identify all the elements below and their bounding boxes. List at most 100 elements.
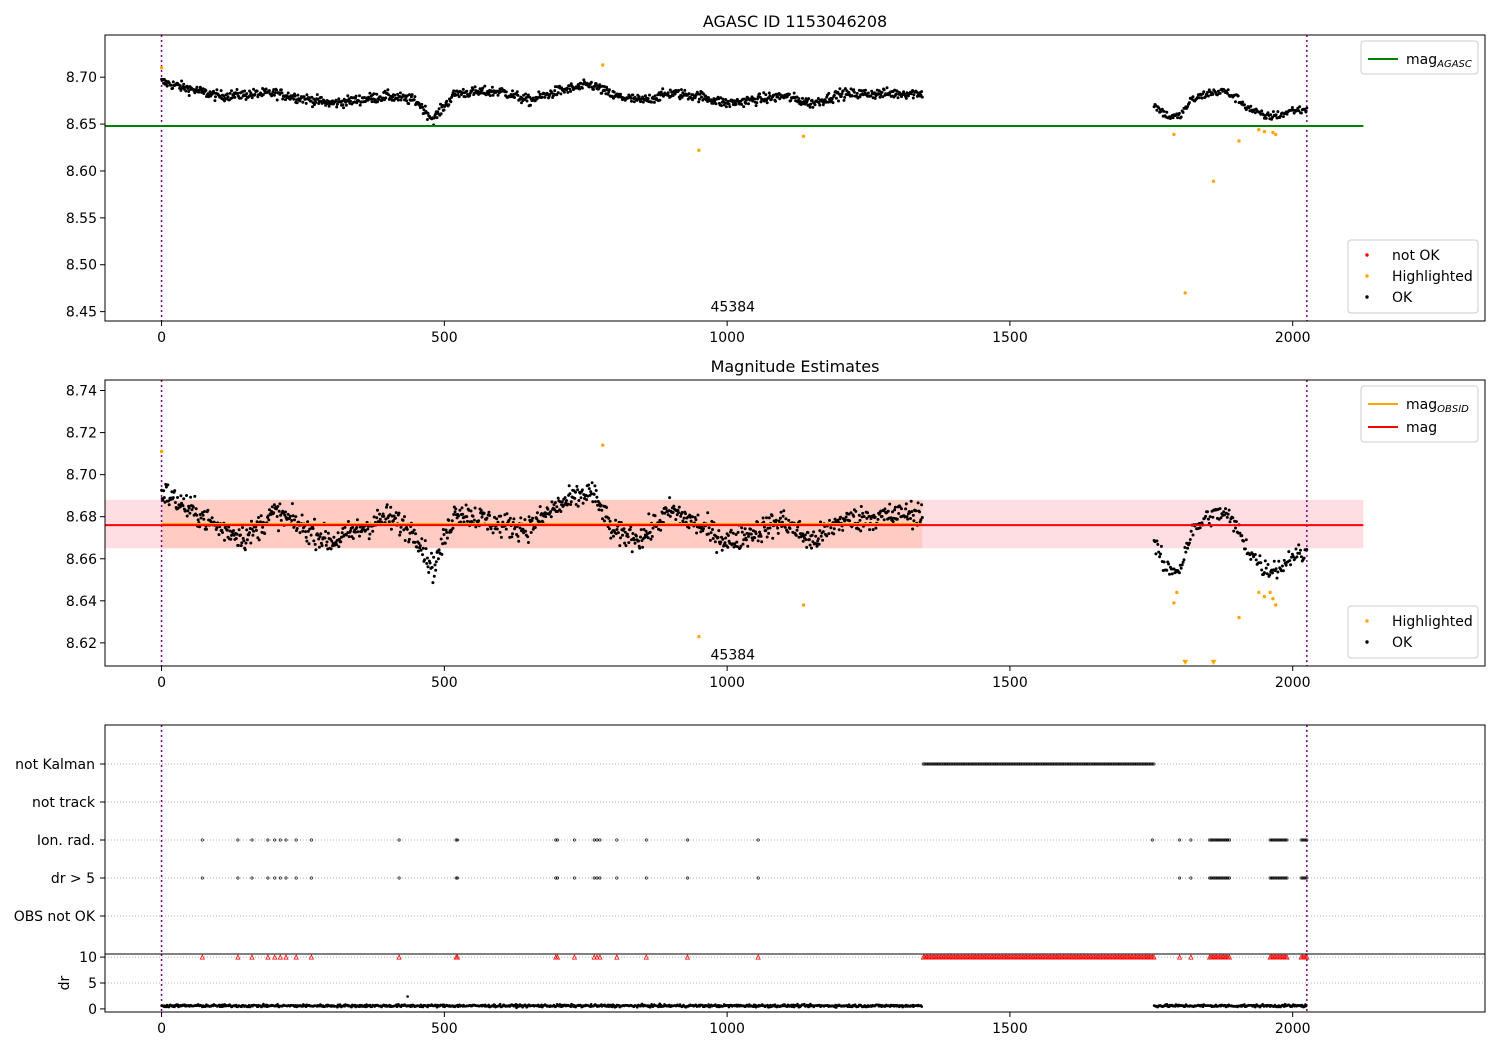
magest-point-ok [461,512,465,516]
magest-point-ok [526,535,530,539]
magest-point-ok [290,519,294,522]
flag-point [955,762,959,766]
agasc-point-ok [313,103,316,107]
magest-point-ok [1179,566,1183,570]
magest-point-ok [859,529,863,533]
magest-point-ok [1155,539,1159,543]
magest-point-ok [765,516,768,520]
magest-point-ok [628,528,632,531]
magest-point-ok [223,538,226,542]
magest-point-ok [595,495,599,499]
agasc-point-ok [412,98,416,102]
agasc-point-ok [747,102,750,106]
flag-point [1275,838,1279,842]
flag-point [555,876,559,880]
magest-point-ok [279,518,283,522]
flag-point [278,838,282,842]
magest-point-ok [587,487,591,491]
flag-point [1134,762,1138,766]
magest-point-ok [527,515,531,519]
flag-point [1085,762,1089,766]
magest-point-ok [405,527,409,531]
agasc-point-ok [250,96,254,100]
magest-point-ok [862,515,866,518]
magest-point-ok [876,517,880,521]
flag-point [1105,762,1109,766]
agasc-point-ok [450,95,454,99]
agasc-point-ok [677,88,681,92]
magest-point-ok [818,529,822,533]
magest-point-ok [313,542,317,546]
magest-point-ok [434,560,438,564]
agasc-point-ok [465,89,469,93]
flag-point [924,762,928,766]
magest-point-ok [1206,517,1210,521]
magest-ytick-label: 8.68 [66,510,97,526]
flag-point [1299,838,1303,842]
flag-point [1026,762,1030,766]
flag-point [555,838,559,842]
agasc-point-ok [915,90,919,94]
magest-xtick-label: 2000 [1275,675,1311,691]
panel-agasc-axes: 0 500 1000 1500 2000 8.45 8.50 8.55 8.60 8.65 8.70 [66,70,1311,346]
magest-point-ok [679,514,683,518]
agasc-point-ok [641,95,645,99]
magest-point-ok [416,549,420,553]
magest-point-ok [452,513,456,516]
legend-frame [1360,40,1479,75]
magest-point-ok [486,527,490,531]
magest-point-ok [776,531,780,535]
magest-point-ok [375,516,379,520]
flag-point [1032,762,1036,766]
flag-point [1023,762,1027,766]
magest-point-ok [266,514,270,518]
magest-point-ok [741,542,745,546]
flag-point [1143,762,1147,766]
agasc-point-ok [693,96,697,100]
magest-point-ok [343,525,347,529]
agasc-point-ok [714,102,718,106]
magest-point-ok [781,514,785,518]
magest-point-ok [301,529,305,533]
flag-point [1223,876,1227,880]
flag-point [1126,762,1130,766]
magest-point-ok [277,509,281,513]
agasc-point-ok [261,93,265,97]
magest-point-ok [1276,570,1280,574]
magest-point-ok [742,538,746,542]
agasc-point-ok [165,84,169,88]
magest-point-ok [171,496,175,500]
magest-point-ok [179,494,183,498]
flag-point [921,762,925,766]
magest-point-ok [415,545,419,549]
magest-point-ok [304,535,308,539]
magest-point-ok [445,536,449,540]
magest-point-ok [1224,507,1227,511]
dr-point [487,1003,491,1007]
magest-point-ok [237,528,241,532]
magest-point-ok [247,533,251,537]
agasc-point-ok [309,99,313,103]
flag-point [1178,838,1182,842]
flag-point [1208,838,1212,842]
magest-point-ok [1299,548,1302,552]
agasc-point-ok [700,95,703,99]
agasc-point-ok [435,116,439,120]
magest-point-ok [311,527,315,530]
flag-point [965,762,969,766]
magest-point-ok [209,520,213,524]
flag-point [1272,838,1276,842]
agasc-point-ok [755,101,759,105]
agasc-point-ok [275,98,279,102]
magest-point-ok [607,527,611,531]
magest-point-ok [1191,533,1195,537]
magest-point-ok [912,519,916,523]
magest-point-ok [399,525,403,529]
magest-point-ok [868,528,872,532]
magest-point-ok [819,534,823,538]
flag-point [250,876,254,880]
magest-ytick-label: 8.72 [66,426,97,442]
magest-point-ok [385,505,388,509]
flag-point [756,876,760,880]
agasc-point-ok [524,92,528,96]
